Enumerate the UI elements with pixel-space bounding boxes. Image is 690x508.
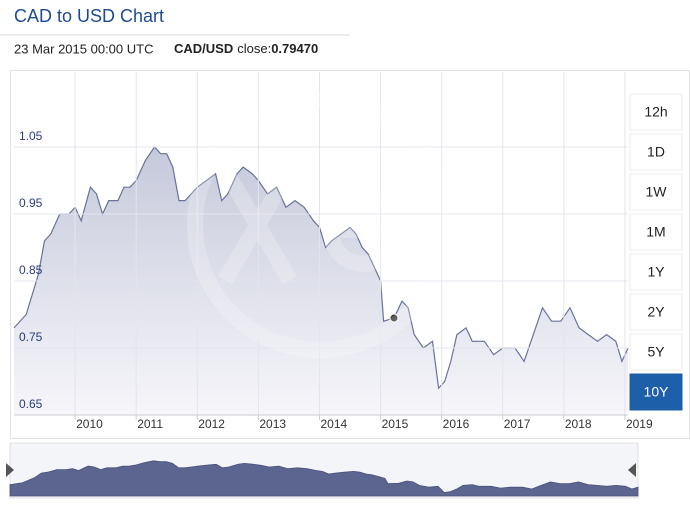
hover-date: 23 Mar 2015 00:00 UTC (14, 41, 153, 56)
navigator (6, 442, 639, 499)
range-buttons: 12h 1D 1W 1M 1Y 2Y 5Y 10Y (629, 93, 683, 411)
range-button[interactable] (629, 373, 683, 411)
hover-info: CAD/USD close:0.79470 (174, 41, 318, 56)
y-tick-label: 0.65 (19, 397, 43, 411)
y-tick-label: 0.85 (19, 263, 43, 277)
hover-point (389, 313, 399, 323)
navigator-handle[interactable] (628, 463, 636, 477)
range-button[interactable] (629, 293, 683, 331)
range-button[interactable] (629, 253, 683, 291)
y-tick-label: 0.75 (19, 330, 43, 344)
range-button-label[interactable]: 5Y (647, 344, 665, 360)
pair: CAD/USD (174, 41, 233, 56)
range-button-label[interactable]: 12h (644, 104, 667, 120)
watermark (187, 92, 453, 358)
x-tick-label: 2018 (565, 417, 592, 431)
plot-area: 0.65 0.75 0.85 0.95 1.05 2010 2011 2012 2013 2014… (13, 72, 653, 431)
range-button-label[interactable]: 1W (646, 184, 668, 200)
navigator-handle[interactable] (6, 463, 14, 477)
range-button-label[interactable]: 2Y (647, 304, 665, 320)
x-tick-label: 2010 (76, 417, 103, 431)
x-tick-label: 2011 (137, 417, 163, 431)
title: CAD to USD Chart (14, 6, 164, 26)
x-tick-label: 2015 (382, 417, 409, 431)
range-button[interactable] (629, 93, 683, 131)
close-label: close: (237, 41, 271, 56)
range-button[interactable] (629, 133, 683, 171)
x-tick-label: 2017 (504, 417, 531, 431)
range-button-label[interactable]: 1Y (647, 264, 665, 280)
y-tick-label: 0.95 (19, 196, 43, 210)
range-button[interactable] (629, 173, 683, 211)
x-tick-label: 2012 (198, 417, 225, 431)
navigator-area (9, 460, 639, 497)
range-button-label[interactable]: 1D (647, 144, 665, 160)
close-value: 0.79470 (271, 41, 318, 56)
x-tick-label: 2013 (259, 417, 286, 431)
x-tick-label: 2016 (443, 417, 470, 431)
y-tick-label: 1.05 (19, 129, 43, 143)
range-button[interactable] (629, 333, 683, 371)
range-button-label[interactable]: 1M (646, 224, 665, 240)
range-button[interactable] (629, 213, 683, 251)
range-button-label[interactable]: 10Y (644, 384, 670, 400)
x-tick-label: 2014 (320, 417, 347, 431)
x-tick-label: 2019 (626, 417, 653, 431)
